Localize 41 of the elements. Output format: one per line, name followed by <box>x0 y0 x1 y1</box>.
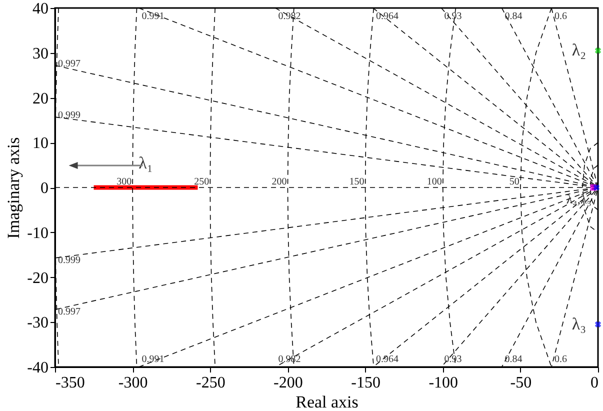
x-tick-label: -350 <box>56 374 85 392</box>
x-tick-label: 0 <box>590 374 598 392</box>
annotation: λ₁ <box>138 154 153 172</box>
y-tick-label: 0 <box>40 180 48 197</box>
annotation: 200 <box>272 176 287 188</box>
annotation: 300 <box>116 176 132 188</box>
annotation: λ₂ <box>572 40 586 60</box>
x-tick-label: -200 <box>274 374 303 392</box>
y-axis-title: Imaginary axis <box>4 137 24 239</box>
annotation: 0.982 <box>278 11 301 22</box>
annotation: 50 <box>509 176 520 188</box>
annotation: 0.999 <box>58 110 80 122</box>
y-tick-label: -30 <box>27 314 48 332</box>
x-tick-label: -150 <box>351 374 380 392</box>
annotation: 0.6 <box>554 354 567 365</box>
annotation: 0.964 <box>376 354 399 365</box>
x-tick-label: -100 <box>428 374 458 392</box>
annotation: 100 <box>426 176 442 188</box>
y-tick-label: 10 <box>32 135 48 152</box>
y-tick-label: -10 <box>27 224 48 242</box>
annotation: 0.991 <box>142 11 164 22</box>
x-tick-label: -300 <box>118 374 148 392</box>
y-tick-label: 30 <box>32 45 48 62</box>
annotation: 0.991 <box>142 354 164 365</box>
annotation: 0.84 <box>504 11 522 22</box>
annotation: 0.84 <box>504 354 522 365</box>
x-tick-label: -250 <box>196 374 226 392</box>
y-tick-label: -20 <box>27 270 48 287</box>
y-tick-label: 20 <box>32 90 48 108</box>
annotation: 0.997 <box>58 306 80 318</box>
x-axis-title: Real axis <box>296 392 358 411</box>
annotation: 0.999 <box>58 254 80 266</box>
y-tick-label: 40 <box>32 0 48 18</box>
annotation: λ₃ <box>572 314 586 334</box>
x-tick-label: -50 <box>510 374 532 392</box>
annotation: 150 <box>349 176 364 188</box>
y-tick-label: -40 <box>27 360 48 376</box>
annotation: 0.964 <box>376 11 399 22</box>
annotation: 250 <box>194 176 210 188</box>
annotation: 0.6 <box>554 11 567 22</box>
annotation: 0.997 <box>58 58 80 70</box>
